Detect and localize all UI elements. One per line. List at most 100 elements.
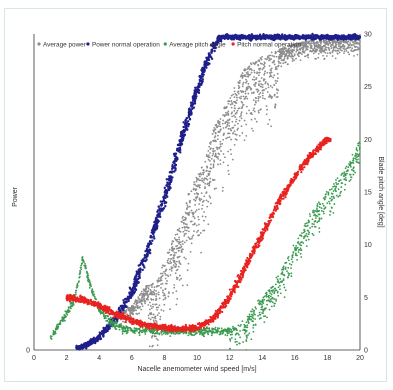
data-point — [123, 326, 126, 329]
data-point — [330, 47, 333, 49]
data-point — [286, 257, 289, 260]
data-point — [259, 57, 262, 59]
data-point — [266, 303, 268, 306]
data-point — [207, 149, 210, 152]
data-point — [275, 55, 278, 58]
data-point — [164, 205, 167, 208]
data-point — [245, 81, 247, 84]
data-point — [200, 81, 204, 84]
data-point — [230, 336, 233, 339]
data-point — [187, 230, 190, 233]
data-point — [314, 213, 316, 216]
data-point — [267, 123, 270, 126]
data-point — [281, 271, 284, 274]
data-point — [335, 181, 337, 184]
data-point — [310, 50, 313, 53]
data-point — [285, 54, 288, 57]
data-point — [201, 78, 204, 81]
data-point — [338, 51, 341, 54]
data-point — [147, 295, 150, 298]
data-point — [289, 49, 292, 52]
data-point — [186, 284, 189, 287]
data-point — [207, 330, 210, 333]
data-point — [310, 47, 313, 50]
data-point — [290, 46, 292, 49]
data-point — [194, 196, 197, 199]
data-point — [148, 293, 151, 296]
data-point — [295, 44, 298, 47]
data-point — [358, 148, 361, 151]
data-point — [257, 99, 260, 102]
data-point — [128, 286, 132, 289]
data-point — [230, 138, 233, 141]
data-point — [176, 238, 178, 241]
data-point — [282, 62, 285, 65]
data-point — [133, 287, 137, 291]
data-point — [281, 280, 283, 283]
data-point — [187, 124, 190, 128]
data-point — [162, 298, 165, 301]
data-point — [253, 79, 256, 81]
data-point — [278, 48, 281, 51]
data-point — [302, 48, 304, 51]
data-point — [156, 344, 159, 347]
data-point — [152, 331, 155, 334]
data-point — [330, 195, 333, 198]
data-point — [123, 301, 126, 305]
data-point — [249, 315, 251, 318]
data-point — [187, 192, 190, 195]
data-point — [264, 315, 267, 318]
data-point — [231, 120, 234, 123]
data-point — [67, 311, 70, 314]
data-point — [276, 95, 279, 98]
data-point — [283, 296, 286, 299]
data-point — [182, 121, 185, 124]
data-point — [333, 183, 335, 185]
data-point — [207, 58, 211, 62]
data-point — [261, 298, 264, 301]
data-point — [130, 306, 133, 308]
data-point — [157, 293, 160, 296]
data-point — [239, 115, 241, 118]
data-point — [275, 276, 278, 279]
data-point — [235, 111, 238, 114]
data-point — [169, 308, 171, 311]
data-point — [212, 140, 215, 142]
data-point — [235, 99, 238, 102]
data-point — [211, 178, 214, 181]
data-point — [81, 256, 84, 259]
series-power-normal-operation — [75, 32, 362, 351]
data-point — [332, 185, 334, 188]
data-point — [257, 302, 260, 305]
data-point — [173, 170, 176, 173]
data-point — [192, 211, 195, 214]
data-point — [255, 35, 258, 38]
data-point — [132, 287, 135, 290]
data-point — [226, 332, 229, 335]
data-point — [173, 251, 176, 254]
data-point — [156, 210, 159, 214]
data-point — [264, 70, 266, 73]
data-point — [277, 279, 280, 282]
data-point — [330, 192, 333, 195]
data-point — [257, 299, 260, 302]
data-point — [282, 50, 285, 53]
data-point — [316, 203, 319, 205]
data-point — [218, 147, 221, 150]
data-point — [224, 107, 227, 109]
data-point — [215, 331, 217, 334]
data-point — [177, 265, 180, 268]
data-point — [349, 161, 351, 163]
data-point — [347, 51, 350, 54]
data-point — [214, 135, 217, 138]
data-point — [254, 318, 257, 320]
data-point — [296, 54, 299, 56]
data-point — [157, 205, 160, 208]
data-point — [259, 108, 262, 111]
data-point — [225, 111, 227, 114]
data-point — [307, 34, 311, 38]
data-point — [160, 283, 162, 286]
data-point — [248, 65, 251, 68]
data-point — [318, 218, 321, 221]
data-point — [146, 290, 148, 293]
